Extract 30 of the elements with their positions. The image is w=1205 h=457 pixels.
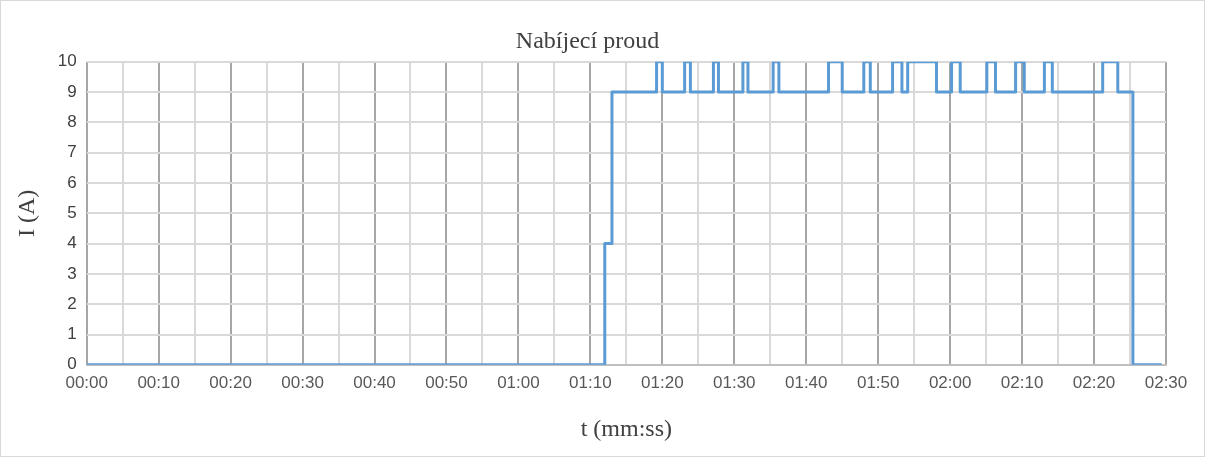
x-tick-label: 01:20 xyxy=(641,372,684,392)
y-tick-label: 7 xyxy=(67,142,77,162)
y-tick-label: 9 xyxy=(67,81,77,101)
chart-title: Nabíjecí proud xyxy=(515,26,660,53)
y-tick-label: 1 xyxy=(67,324,77,344)
y-tick-label: 6 xyxy=(67,172,77,192)
x-tick-label: 01:30 xyxy=(713,372,756,392)
y-tick-label: 10 xyxy=(57,51,77,71)
y-tick-label: 3 xyxy=(67,263,77,283)
x-tick-label: 02:10 xyxy=(1000,372,1044,392)
y-axis-title: I (A) xyxy=(12,189,39,237)
x-tick-label: 00:20 xyxy=(209,372,252,392)
x-tick-label: 00:30 xyxy=(281,372,324,392)
x-tick-label: 02:20 xyxy=(1072,372,1116,392)
x-tick-label: 01:50 xyxy=(856,372,900,392)
x-tick-label: 00:00 xyxy=(65,372,108,392)
y-tick-label: 0 xyxy=(67,354,77,374)
y-tick-label: 2 xyxy=(67,293,77,313)
x-tick-label: 00:40 xyxy=(353,372,396,392)
x-tick-label: 02:30 xyxy=(1144,372,1188,392)
y-tick-label: 4 xyxy=(67,233,77,253)
x-axis-title: t (mm:ss) xyxy=(580,414,673,441)
x-tick-label: 02:00 xyxy=(928,372,972,392)
x-tick-label: 00:10 xyxy=(137,372,180,392)
x-tick-label: 01:00 xyxy=(497,372,540,392)
x-tick-label: 00:50 xyxy=(425,372,468,392)
x-tick-label: 01:40 xyxy=(784,372,828,392)
x-tick-label: 01:10 xyxy=(569,372,612,392)
y-tick-label: 5 xyxy=(67,202,77,222)
y-tick-label: 8 xyxy=(67,112,77,132)
